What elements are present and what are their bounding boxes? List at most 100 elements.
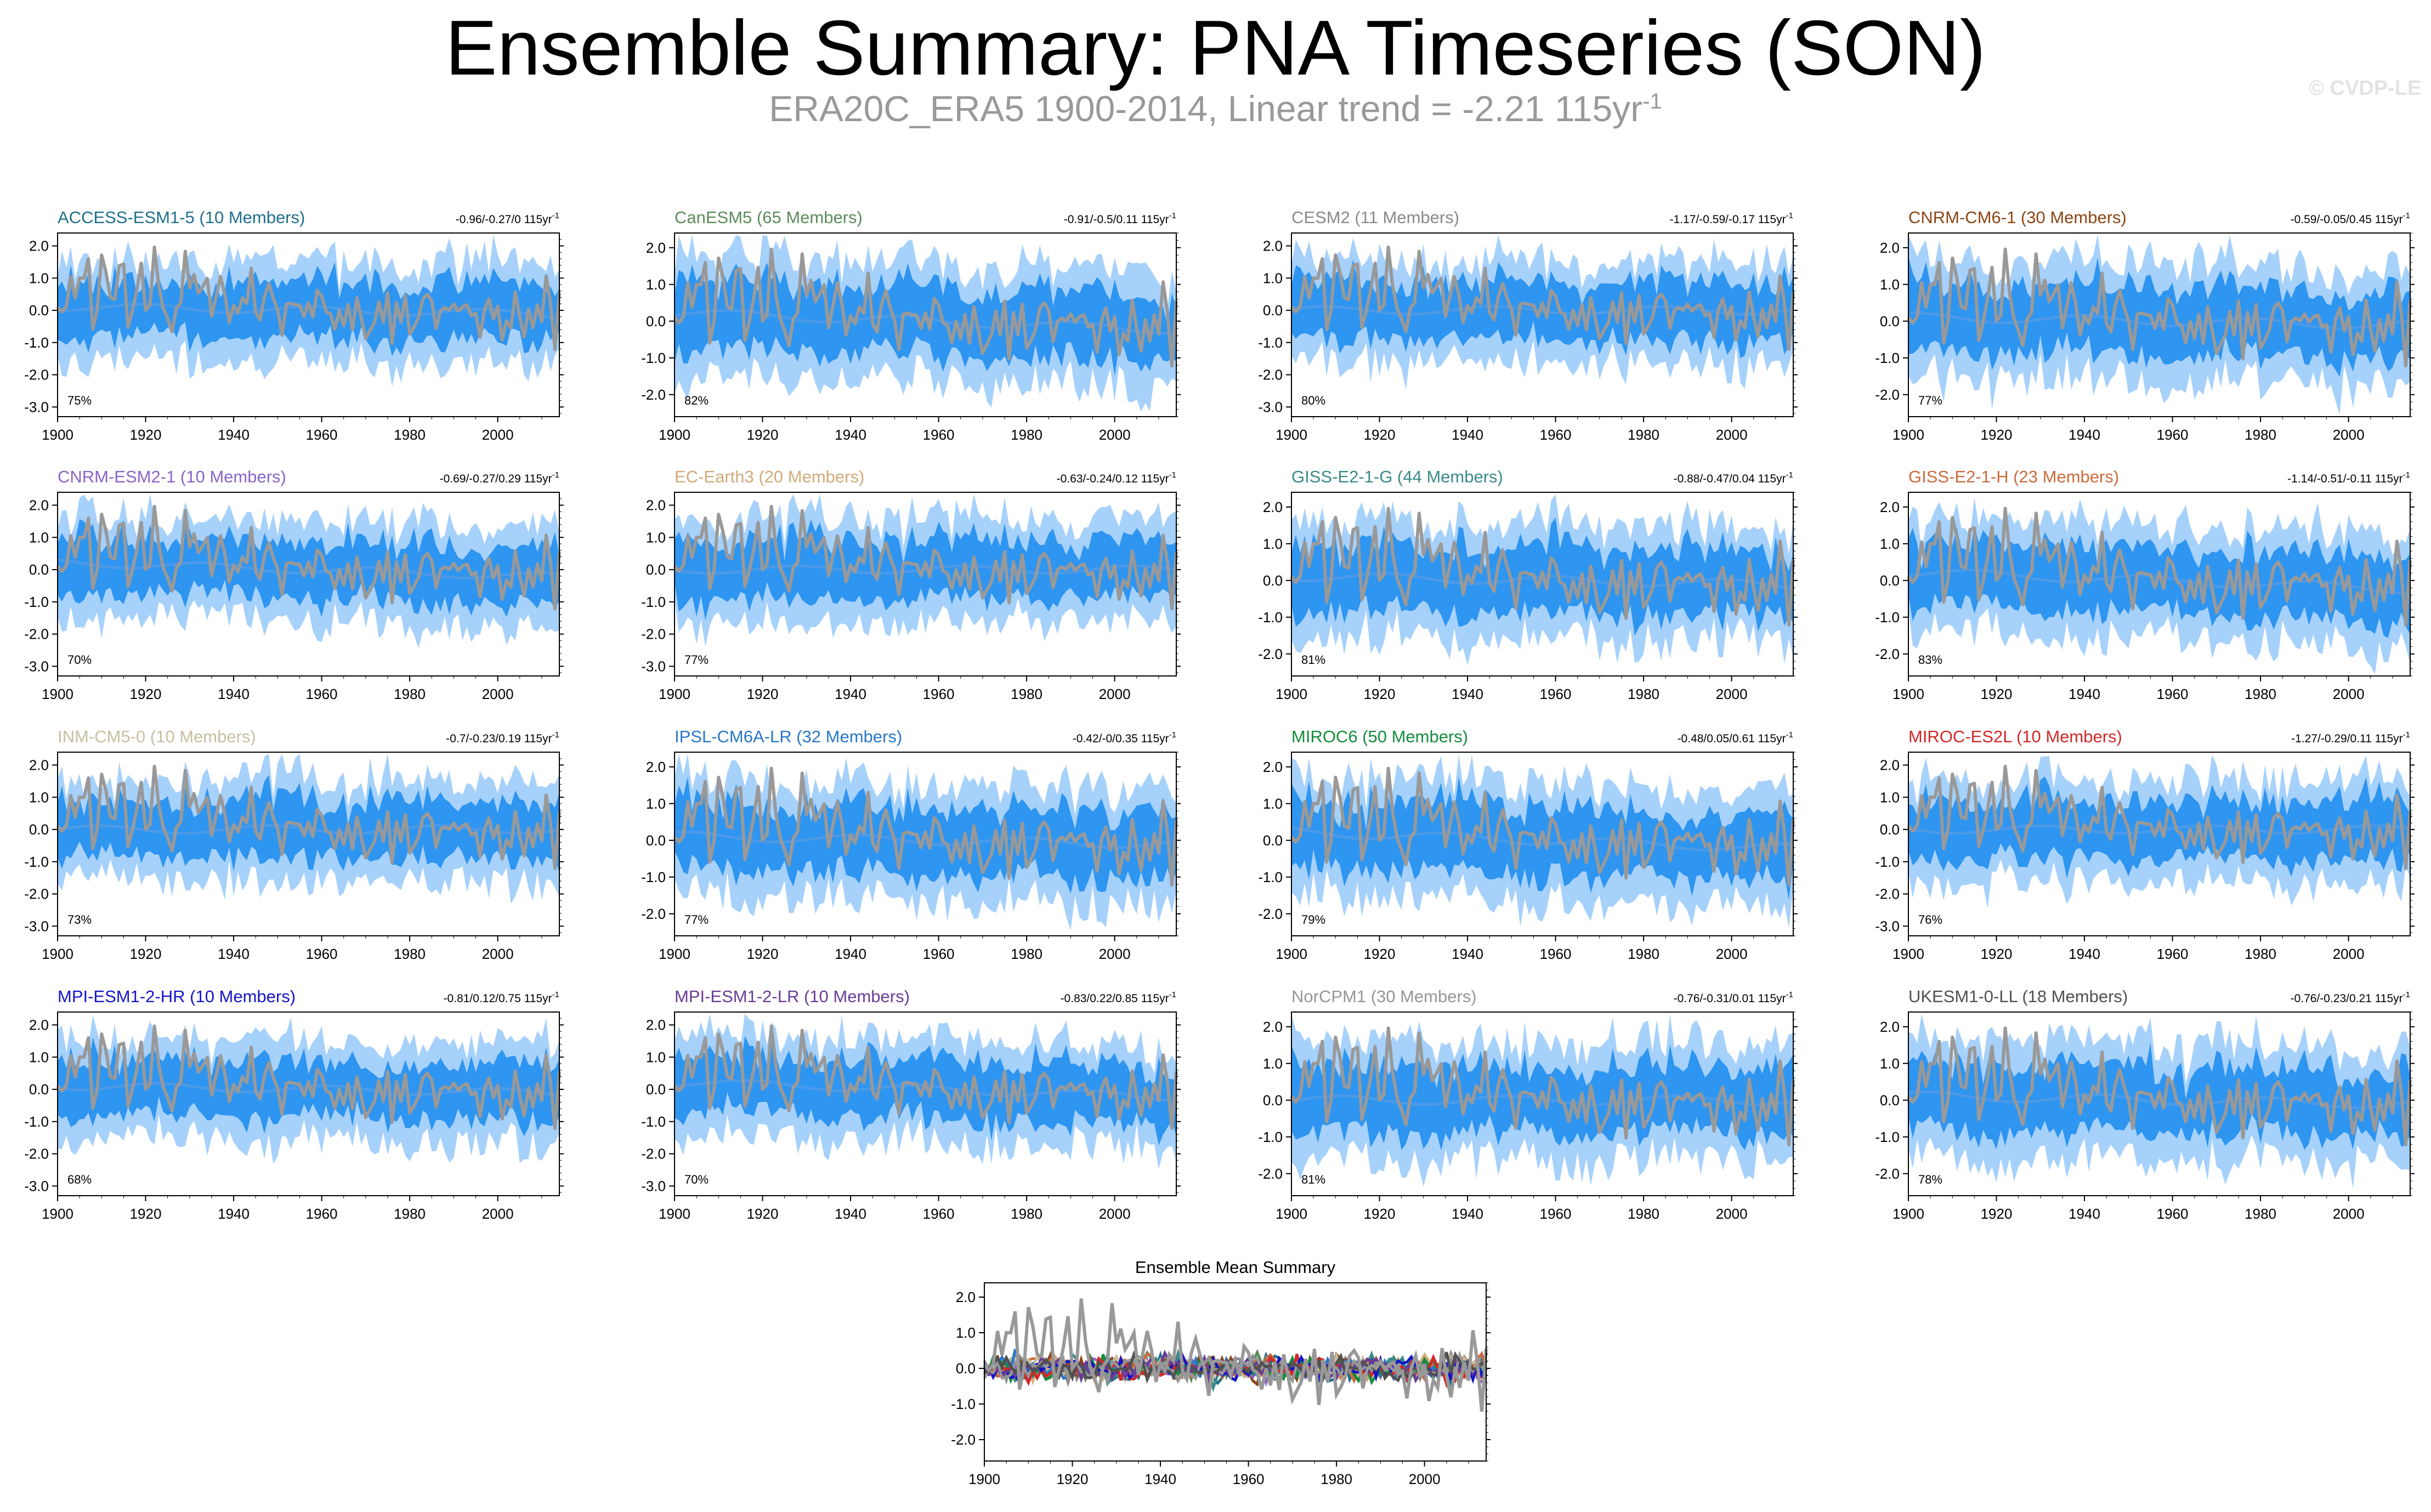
panel-title: MPI-ESM1-2-HR (10 Members) xyxy=(58,987,296,1006)
trend-values: -1.27/-0.29/0.11 115yr xyxy=(2291,732,2403,745)
x-tick-label: 2000 xyxy=(1099,686,1131,702)
percent-label: 77% xyxy=(684,913,709,926)
trend-label: -1.17/-0.59/-0.17 115yr-1 xyxy=(1670,211,1793,226)
observed-line xyxy=(1290,1026,1795,1147)
x-tick-label: 1980 xyxy=(1011,946,1042,962)
y-tick-label: 0.0 xyxy=(646,561,666,578)
y-tick-label: -1.0 xyxy=(1875,609,1900,626)
y-tick-label: -2.0 xyxy=(1258,1166,1283,1182)
trend-label: -0.76/-0.23/0.21 115yr-1 xyxy=(2291,990,2410,1005)
x-tick-label: 1940 xyxy=(1452,427,1483,443)
plot-frame xyxy=(57,1011,560,1196)
panel-title: UKESM1-0-LL (18 Members) xyxy=(1908,987,2128,1006)
y-tick-label: 1.0 xyxy=(29,1049,49,1065)
x-tick-label: 2000 xyxy=(1099,1206,1131,1222)
x-tick-label: 1900 xyxy=(1892,1206,1924,1222)
observed-line xyxy=(1907,507,2412,627)
x-tick-label: 1920 xyxy=(747,946,779,962)
x-tick-label: 2000 xyxy=(2333,427,2365,443)
x-tick-label: 1920 xyxy=(130,1206,162,1222)
panel-title: CESM2 (11 Members) xyxy=(1291,208,1459,227)
trend-label: -1.27/-0.29/0.11 115yr-1 xyxy=(2291,730,2410,745)
x-tick-label: 1960 xyxy=(2157,686,2189,702)
percent-label: 68% xyxy=(67,1173,92,1186)
percent-label: 76% xyxy=(1918,913,1942,926)
panel-title: NorCPM1 (30 Members) xyxy=(1291,987,1477,1006)
x-tick-label: 1960 xyxy=(1540,1206,1572,1222)
chart-panel-7: 81% 2.0 1.0 0.0 -1.0 -2.0 1900 1920 1940 1960 1980… xyxy=(1258,467,1798,702)
y-tick-label: 0.0 xyxy=(1263,832,1283,849)
x-tick-label: 1960 xyxy=(923,686,955,702)
trend-superscript: -1 xyxy=(552,730,559,740)
x-tick-label: 1960 xyxy=(923,427,955,443)
y-tick-label: -2.0 xyxy=(1875,646,1900,662)
y-tick-label: -3.0 xyxy=(24,399,49,415)
x-tick-label: 1960 xyxy=(1540,686,1572,702)
trend-label: -0.69/-0.27/0.29 115yr-1 xyxy=(440,470,559,485)
trend-values: -0.96/-0.27/0 115yr xyxy=(456,213,552,226)
x-tick-label: 1960 xyxy=(923,946,955,962)
trend-values: -0.63/-0.24/0.12 115yr xyxy=(1057,473,1169,485)
y-tick-label: 2.0 xyxy=(1263,1019,1283,1035)
trend-label: -0.48/0.05/0.61 115yr-1 xyxy=(1678,730,1793,745)
x-tick-label: 1960 xyxy=(1540,946,1572,962)
percent-label: 80% xyxy=(1301,394,1325,407)
y-tick-label: 2.0 xyxy=(1263,238,1283,254)
y-tick-label: 0.0 xyxy=(29,561,49,578)
trend-label: -0.42/-0/0.35 115yr-1 xyxy=(1073,730,1176,745)
trend-superscript: -1 xyxy=(2403,470,2410,480)
y-tick-label: -3.0 xyxy=(24,658,49,674)
chart-panel-12: 76% 2.0 1.0 0.0 -1.0 -2.0 -3.0 1900 1920 1940 1960… xyxy=(1875,727,2415,962)
chart-panel-8: 83% 2.0 1.0 0.0 -1.0 -2.0 1900 1920 1940 1960 1980… xyxy=(1875,467,2415,702)
y-tick-label: 1.0 xyxy=(1263,536,1283,552)
chart-panel-10: 77% 2.0 1.0 0.0 -1.0 -2.0 1900 1920 1940 1960 1980… xyxy=(641,727,1181,962)
x-tick-label: 1980 xyxy=(2245,946,2276,962)
percent-label: 81% xyxy=(1301,1173,1325,1186)
y-tick-label: -2.0 xyxy=(641,906,666,922)
y-tick-label: 2.0 xyxy=(29,757,49,774)
y-tick-label: 1.0 xyxy=(646,1049,666,1065)
y-tick-label: 2.0 xyxy=(29,238,49,254)
x-tick-label: 2000 xyxy=(482,946,514,962)
x-tick-label: 2000 xyxy=(1099,427,1131,443)
trend-superscript: -1 xyxy=(1169,990,1176,999)
y-tick-label: -2.0 xyxy=(1875,386,1900,403)
trend-superscript: -1 xyxy=(2403,730,2410,740)
y-tick-label: -2.0 xyxy=(24,1146,49,1162)
y-tick-label: 1.0 xyxy=(29,529,49,545)
ensemble-mean-line xyxy=(57,824,560,835)
trend-label: -0.81/0.12/0.75 115yr-1 xyxy=(444,990,559,1005)
chart-panel-9: 73% 2.0 1.0 0.0 -1.0 -2.0 -3.0 1900 1920 1940 1960… xyxy=(24,727,564,962)
y-tick-label: -1.0 xyxy=(951,1396,976,1412)
observed-line xyxy=(1290,766,1795,887)
percent-label: 77% xyxy=(684,653,709,667)
y-tick-label: -3.0 xyxy=(24,918,49,934)
y-tick-label: -3.0 xyxy=(641,1178,666,1194)
y-tick-label: -2.0 xyxy=(24,886,49,902)
x-tick-label: 1940 xyxy=(1452,1206,1483,1222)
chart-panel-3: 80% 2.0 1.0 0.0 -1.0 -2.0 -3.0 1900 1920 1940 1960… xyxy=(1258,208,1798,443)
x-tick-label: 2000 xyxy=(1716,427,1748,443)
y-tick-label: 0.0 xyxy=(956,1360,976,1377)
trend-values: -0.81/0.12/0.75 115yr xyxy=(444,992,552,1005)
x-tick-label: 2000 xyxy=(1099,946,1131,962)
observed-line xyxy=(1907,247,2412,368)
plot-frame xyxy=(674,492,1177,677)
x-tick-label: 1940 xyxy=(218,427,250,443)
y-tick-label: 2.0 xyxy=(1263,499,1283,515)
ensemble-mean-line xyxy=(1291,305,1794,316)
x-tick-label: 1920 xyxy=(747,427,779,443)
x-tick-label: 1900 xyxy=(42,686,73,702)
y-tick-label: 0.0 xyxy=(1263,572,1283,589)
chart-panel-17: 2.0 1.0 0.0 -1.0 -2.0 1900 1920 1940 1960 1980 200… xyxy=(951,1258,1491,1487)
y-tick-label: 0.0 xyxy=(1880,313,1900,329)
x-tick-label: 1900 xyxy=(1276,1206,1307,1222)
panel-title: MIROC-ES2L (10 Members) xyxy=(1908,727,2122,746)
observed-line xyxy=(56,245,561,351)
trend-superscript: -1 xyxy=(1786,730,1793,740)
ensemble-mean-series-13 xyxy=(984,1351,1488,1385)
x-tick-label: 1980 xyxy=(1628,427,1659,443)
x-tick-label: 1900 xyxy=(1276,946,1307,962)
y-tick-label: -2.0 xyxy=(951,1431,976,1448)
x-tick-label: 1940 xyxy=(218,1206,250,1222)
